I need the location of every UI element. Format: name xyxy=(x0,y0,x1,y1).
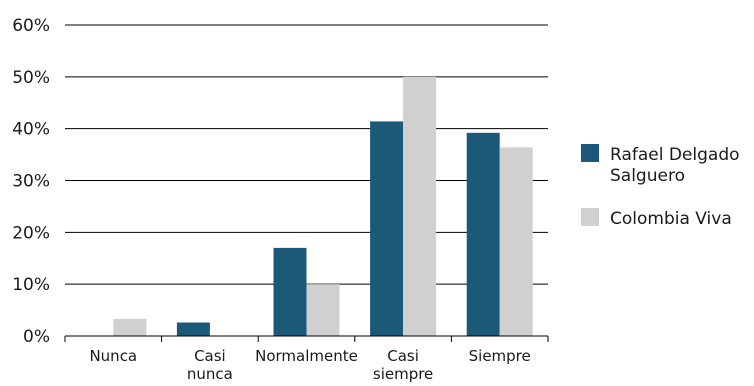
x-tick-label: Siempre xyxy=(469,347,531,365)
x-tick-label: Normalmente xyxy=(255,347,358,365)
bar xyxy=(499,147,533,336)
y-tick-label: 60% xyxy=(12,16,50,36)
x-tick-label: Nunca xyxy=(89,347,137,365)
x-tick-label: Casi xyxy=(194,347,226,365)
bar xyxy=(113,318,147,336)
x-tick-label: Casi xyxy=(387,347,419,365)
y-tick-label: 0% xyxy=(23,327,50,347)
bar xyxy=(466,132,500,336)
bar xyxy=(273,247,307,336)
bar xyxy=(370,121,404,336)
y-tick-label: 10% xyxy=(12,275,50,295)
legend-label: Rafael Delgado xyxy=(610,145,740,165)
y-tick-label: 50% xyxy=(12,68,50,88)
legend-label: Salguero xyxy=(610,166,685,186)
bar xyxy=(306,284,340,336)
x-tick-label: nunca xyxy=(187,365,233,383)
bar xyxy=(403,76,437,336)
y-tick-label: 40% xyxy=(12,120,50,140)
bar xyxy=(176,322,210,336)
legend-label: Colombia Viva xyxy=(610,209,732,229)
x-tick-label: siempre xyxy=(373,365,433,383)
y-axis-ticks: 0% 10% 20% 30% 40% 50% 60% xyxy=(12,16,50,347)
legend-swatch xyxy=(581,144,599,162)
y-tick-label: 30% xyxy=(12,172,50,192)
x-axis xyxy=(64,335,549,342)
bars xyxy=(113,76,533,336)
legend-swatch xyxy=(581,208,599,226)
y-tick-label: 20% xyxy=(12,223,50,243)
